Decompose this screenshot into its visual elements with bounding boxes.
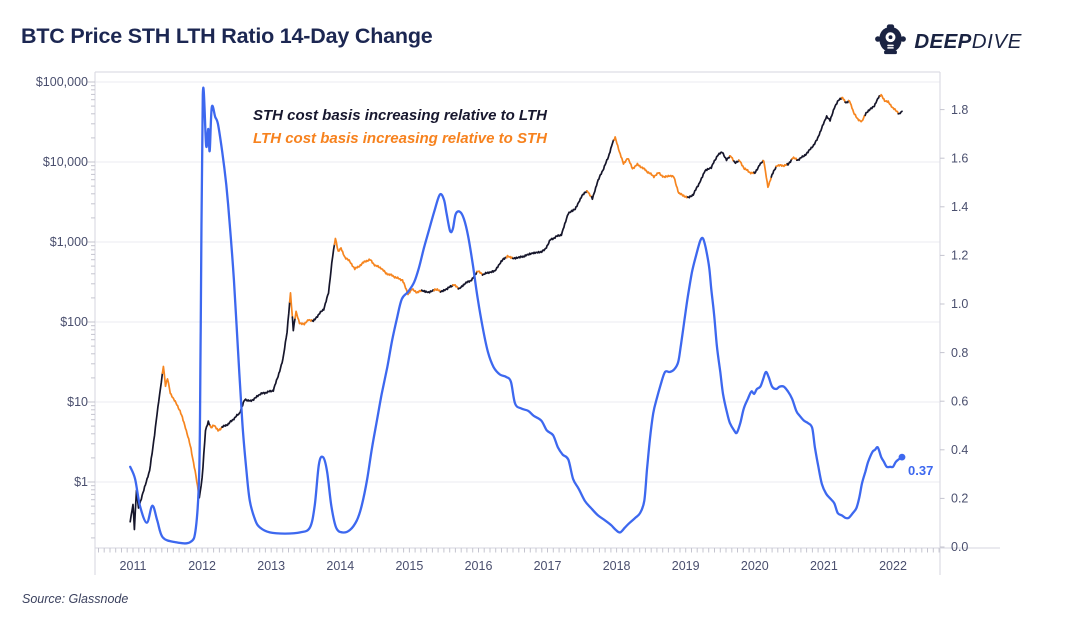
price-line-lth-segment — [476, 270, 484, 276]
diver-helmet-icon — [874, 22, 907, 62]
x-axis-tick-label: 2013 — [257, 559, 285, 573]
price-line-lth-segment — [613, 136, 689, 199]
price-line-sth-segment — [770, 165, 777, 178]
price-line-sth-segment — [590, 139, 616, 201]
x-axis-tick-label: 2021 — [810, 559, 838, 573]
price-line-sth-segment — [686, 151, 731, 199]
price-line-sth-segment — [221, 301, 291, 429]
right-axis-tick-label: 1.2 — [951, 249, 968, 263]
price-line-lth-segment — [879, 93, 900, 115]
right-axis-tick-label: 1.0 — [951, 297, 968, 311]
axis-labels: $100,000 $10,000 $1,000 $100 $10 $1 1.8 1.6 1.4 1… — [36, 75, 969, 573]
right-axis-tick-label: 0.0 — [951, 540, 968, 554]
x-axis-tick-label: 2014 — [326, 559, 354, 573]
price-line — [129, 93, 903, 531]
annotation-lth-increasing: LTH cost basis increasing relative to ST… — [253, 130, 547, 147]
price-line-sth-segment — [439, 284, 454, 293]
price-line-sth-segment — [291, 316, 296, 332]
price-line-lth-segment — [847, 99, 867, 123]
ratio-end-dot — [898, 453, 906, 461]
left-axis-tick-label: $100 — [60, 315, 88, 329]
price-line-lth-segment — [762, 159, 773, 189]
price-line-lth-segment — [505, 254, 514, 260]
right-axis-tick-label: 1.4 — [951, 200, 968, 214]
right-axis-tick-label: 0.8 — [951, 346, 968, 360]
price-line-lth-segment — [840, 96, 846, 103]
price-line-sth-segment — [311, 243, 336, 323]
x-axis-tick-label: 2012 — [188, 559, 216, 573]
price-line-sth-segment — [511, 190, 588, 260]
x-axis-tick-label: 2019 — [672, 559, 700, 573]
x-axis-tick-label: 2020 — [741, 559, 769, 573]
right-axis-tick-label: 0.6 — [951, 394, 968, 408]
price-line-lth-segment — [333, 237, 423, 296]
price-line-sth-segment — [197, 420, 212, 499]
right-axis-tick-label: 1.8 — [951, 103, 968, 117]
x-axis-tick-label: 2016 — [465, 559, 493, 573]
right-axis-tick-label: 0.4 — [951, 443, 968, 457]
right-axis-tick-label: 1.6 — [951, 151, 968, 165]
left-axis-tick-label: $1 — [74, 475, 88, 489]
price-line-sth-segment — [897, 110, 903, 115]
price-line-lth-segment — [288, 292, 294, 318]
page-title: BTC Price STH LTH Ratio 14-Day Change — [21, 24, 433, 48]
price-line-sth-segment — [786, 158, 793, 166]
price-line-lth-segment — [209, 424, 223, 432]
price-line-sth-segment — [129, 372, 164, 531]
axis-ticks — [87, 81, 945, 553]
x-axis-tick-label: 2015 — [395, 559, 423, 573]
price-line-sth-segment — [420, 289, 435, 294]
price-line-lth-segment — [294, 310, 314, 326]
price-line-sth-segment — [864, 94, 882, 117]
left-axis-tick-label: $10 — [67, 395, 88, 409]
left-axis-tick-label: $1,000 — [50, 235, 88, 249]
price-line-lth-segment — [775, 162, 789, 168]
price-line-sth-segment — [844, 99, 850, 104]
price-line-lth-segment — [161, 365, 200, 494]
source-caption: Source: Glassnode — [22, 592, 129, 606]
left-axis-tick-label: $10,000 — [43, 155, 88, 169]
price-line-lth-segment — [737, 159, 755, 175]
price-line-lth-segment — [728, 155, 735, 162]
x-axis-tick-label: 2011 — [120, 559, 147, 573]
left-axis-tick-label: $100,000 — [36, 75, 88, 89]
price-line-sth-segment — [753, 159, 764, 175]
price-line-lth-segment — [433, 288, 442, 293]
right-axis-tick-label: 0.2 — [951, 492, 968, 506]
price-line-lth-segment — [451, 284, 460, 290]
ratio-line — [129, 86, 904, 545]
price-line-sth-segment — [481, 256, 508, 276]
brand-wordmark: DEEPDIVE — [914, 29, 1022, 53]
deepdive-logo: DEEPDIVE — [874, 22, 1022, 62]
price-line-sth-segment — [795, 96, 843, 162]
price-line-lth-segment — [791, 156, 798, 162]
ratio-last-value-label: 0.37 — [908, 463, 934, 478]
x-axis-tick-label: 2017 — [534, 559, 562, 573]
price-line-sth-segment — [733, 159, 740, 165]
x-axis-tick-label: 2018 — [603, 559, 631, 573]
plot-frame — [94, 71, 1000, 575]
x-axis-tick-label: 2022 — [879, 559, 907, 573]
price-line-lth-segment — [585, 190, 593, 198]
annotation-sth-increasing: STH cost basis increasing relative to LT… — [253, 107, 547, 124]
